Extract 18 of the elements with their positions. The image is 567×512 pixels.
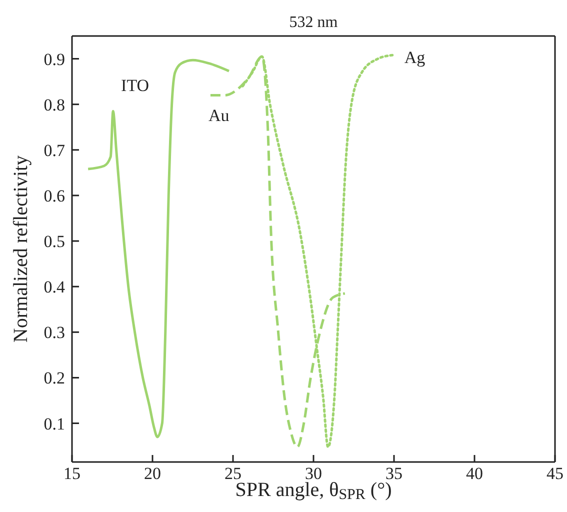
x-tick-label: 15 bbox=[64, 464, 80, 484]
y-tick-label: 0.9 bbox=[44, 50, 65, 69]
y-tick-label: 0.6 bbox=[44, 186, 65, 206]
y-tick-label: 0.8 bbox=[44, 95, 65, 114]
annotation: ITO bbox=[121, 76, 150, 96]
annotation: Au bbox=[208, 106, 230, 126]
y-tick-label: 0.5 bbox=[44, 232, 65, 252]
y-tick-label: 0.3 bbox=[44, 323, 65, 342]
x-tick-label: 45 bbox=[546, 464, 564, 484]
y-tick-label: 0.2 bbox=[44, 368, 65, 388]
x-tick-label: 40 bbox=[466, 464, 483, 484]
x-tick-label: 20 bbox=[144, 464, 161, 484]
y-tick-label: 0.7 bbox=[44, 140, 66, 160]
y-tick-label: 0.1 bbox=[44, 414, 65, 434]
y-tick-label: 0.4 bbox=[44, 278, 66, 297]
annotation: Ag bbox=[404, 48, 426, 68]
chart-title: 532 nm bbox=[289, 14, 338, 31]
y-axis-title: Normalized reflectivity bbox=[10, 155, 32, 343]
